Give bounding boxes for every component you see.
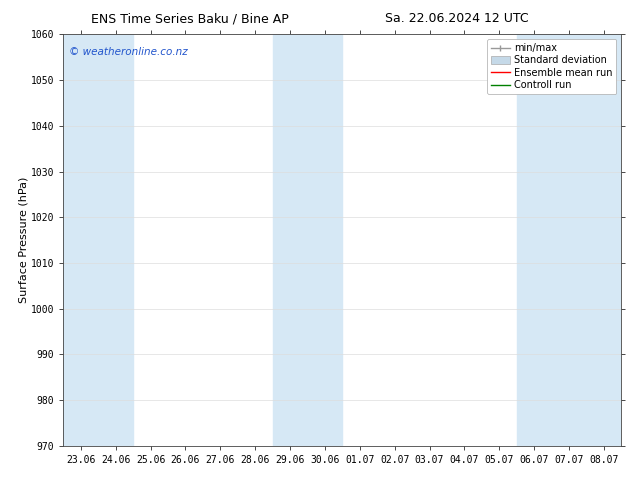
Bar [98, 34, 133, 446]
Bar [63, 34, 98, 446]
Text: ENS Time Series Baku / Bine AP: ENS Time Series Baku / Bine AP [91, 12, 289, 25]
Text: © weatheronline.co.nz: © weatheronline.co.nz [69, 47, 188, 57]
Bar [586, 34, 621, 446]
Bar [307, 34, 342, 446]
Bar [517, 34, 552, 446]
Text: Sa. 22.06.2024 12 UTC: Sa. 22.06.2024 12 UTC [385, 12, 528, 25]
Y-axis label: Surface Pressure (hPa): Surface Pressure (hPa) [18, 177, 28, 303]
Bar [273, 34, 307, 446]
Bar [552, 34, 586, 446]
Legend: min/max, Standard deviation, Ensemble mean run, Controll run: min/max, Standard deviation, Ensemble me… [487, 39, 616, 94]
